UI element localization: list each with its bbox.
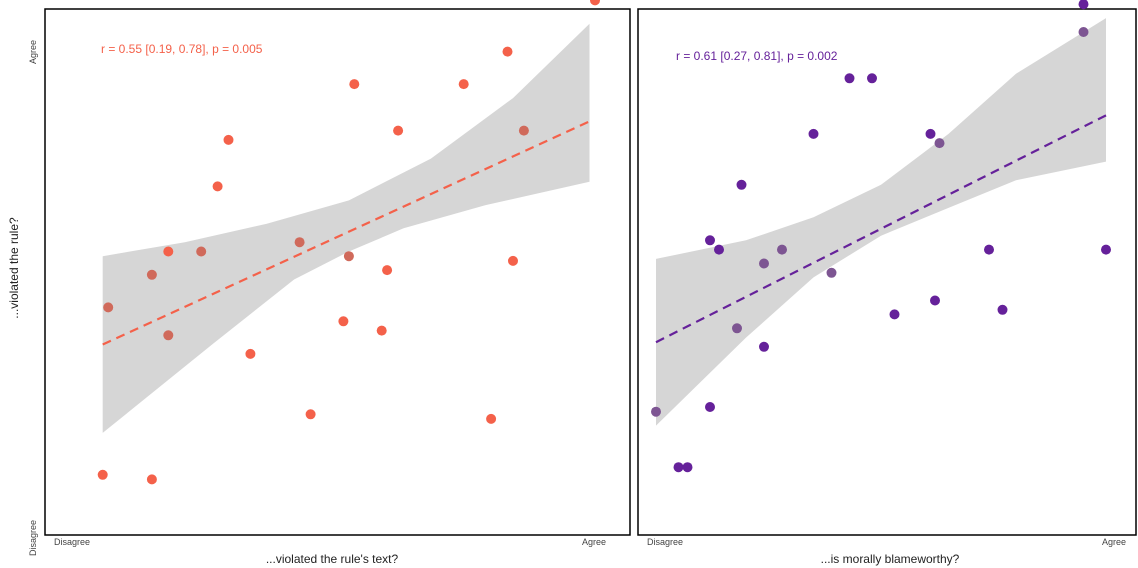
x-tick-disagree: Disagree	[647, 537, 683, 547]
data-point	[196, 246, 207, 257]
panel-rule-text: r = 0.55 [0.19, 0.78], p = 0.005 Disagre…	[44, 0, 631, 566]
x-tick-disagree: Disagree	[54, 537, 90, 547]
data-point	[759, 258, 769, 269]
data-point	[705, 402, 715, 412]
data-point	[103, 302, 114, 313]
data-point	[245, 348, 256, 359]
data-point	[889, 309, 900, 320]
data-point	[1078, 0, 1089, 10]
y-axis-title: ...violated the rule?	[7, 217, 21, 319]
data-point	[925, 128, 936, 139]
data-point	[930, 295, 940, 306]
confidence-band	[656, 18, 1106, 426]
data-point	[458, 79, 469, 90]
data-point	[212, 181, 223, 192]
data-point	[714, 244, 724, 255]
data-point	[486, 413, 497, 424]
data-point	[349, 79, 360, 90]
data-point	[97, 469, 108, 480]
correlation-annotation: r = 0.55 [0.19, 0.78], p = 0.005	[101, 42, 263, 56]
x-axis-title: ...is morally blameworthy?	[821, 552, 960, 566]
data-point	[736, 179, 747, 190]
data-point	[844, 73, 855, 84]
data-point	[984, 244, 994, 255]
confidence-band	[102, 23, 590, 433]
regression-line	[655, 114, 1107, 344]
data-point	[518, 125, 529, 136]
data-point	[673, 462, 684, 473]
data-point	[705, 235, 715, 246]
data-point	[1101, 244, 1111, 255]
data-point	[826, 267, 837, 278]
data-point	[867, 73, 877, 84]
data-point	[590, 0, 600, 6]
data-point	[997, 304, 1008, 315]
data-point	[376, 325, 387, 336]
data-point	[223, 134, 234, 145]
data-point	[502, 46, 513, 57]
panel-blameworthy: r = 0.61 [0.27, 0.81], p = 0.002 Disagre…	[637, 0, 1137, 566]
data-points	[651, 0, 1111, 473]
data-point	[651, 406, 661, 417]
data-point	[294, 237, 305, 248]
data-point	[808, 128, 819, 139]
data-point	[934, 138, 945, 149]
data-point	[382, 265, 393, 276]
x-axis-title: ...violated the rule's text?	[266, 552, 399, 566]
data-point	[338, 316, 349, 327]
y-tick-agree: Agree	[28, 40, 38, 64]
correlation-annotation: r = 0.61 [0.27, 0.81], p = 0.002	[676, 49, 838, 63]
x-tick-agree: Agree	[582, 537, 606, 547]
data-point	[163, 330, 174, 341]
data-point	[163, 246, 174, 257]
x-tick-agree: Agree	[1102, 537, 1126, 547]
data-point	[732, 323, 742, 334]
data-point	[508, 255, 518, 266]
data-point	[343, 251, 354, 262]
data-point	[305, 409, 316, 420]
data-point	[393, 125, 404, 136]
y-tick-disagree: Disagree	[28, 520, 38, 556]
data-point	[759, 341, 769, 352]
data-point	[1078, 27, 1089, 37]
data-point	[682, 462, 693, 473]
data-point	[777, 244, 787, 255]
data-points	[97, 0, 600, 485]
data-point	[146, 474, 157, 485]
data-point	[146, 269, 157, 280]
